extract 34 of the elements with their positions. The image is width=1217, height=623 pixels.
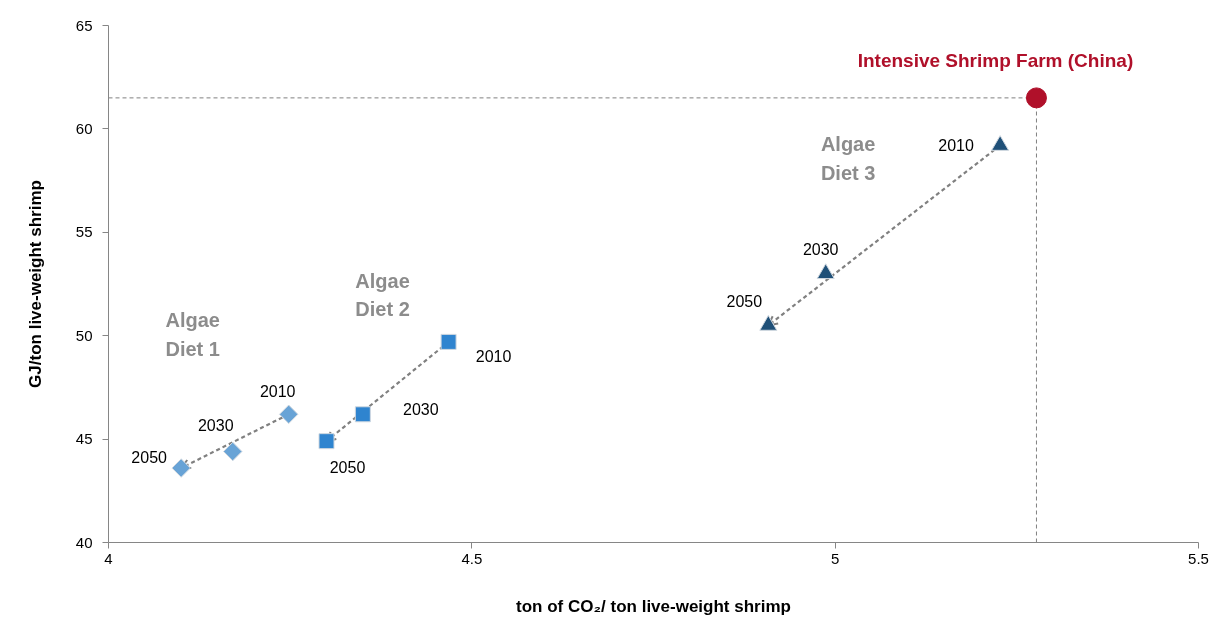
point <box>354 406 371 423</box>
y-tick-label: 45 <box>75 430 93 448</box>
point <box>223 441 243 462</box>
point <box>279 404 299 424</box>
annotation: 2030 <box>197 416 234 434</box>
y-tick-label: 55 <box>75 223 93 241</box>
point <box>991 135 1010 151</box>
y-tick-label: 60 <box>75 119 93 137</box>
annotation: 2050 <box>329 459 366 477</box>
y-axis-title: GJ/ton live-weight shrimp <box>25 180 45 388</box>
x-tick-label: 5.5 <box>1188 549 1209 567</box>
y-tick-label: 65 <box>75 16 93 34</box>
annotation: 2030 <box>403 401 439 419</box>
annotation: Algae Diet 3 <box>820 133 876 184</box>
x-tick-label: 4.5 <box>461 549 483 567</box>
annotation: 2010 <box>259 383 296 401</box>
point <box>318 433 335 450</box>
y-tick-label: 40 <box>75 533 93 551</box>
y-tick-label: 50 <box>75 326 93 344</box>
annotation: Algae Diet 1 <box>165 308 220 360</box>
annotation: 2010 <box>475 347 512 365</box>
annotation: 2050 <box>131 449 168 467</box>
point <box>816 263 835 280</box>
annotation: Algae Diet 2 <box>355 269 410 321</box>
annotation: 2050 <box>726 293 763 311</box>
annotation: 2010 <box>938 137 975 155</box>
annotation: 2030 <box>802 240 839 258</box>
point <box>759 315 778 331</box>
x-tick-label: 4 <box>104 549 113 567</box>
point <box>171 458 191 478</box>
text: Intensive Shrimp Farm (China) <box>857 50 1134 72</box>
point <box>440 333 457 350</box>
x-tick-label: 5 <box>831 549 840 567</box>
x-axis-title: ton of CO₂/ ton live-weight shrimp <box>516 596 791 616</box>
